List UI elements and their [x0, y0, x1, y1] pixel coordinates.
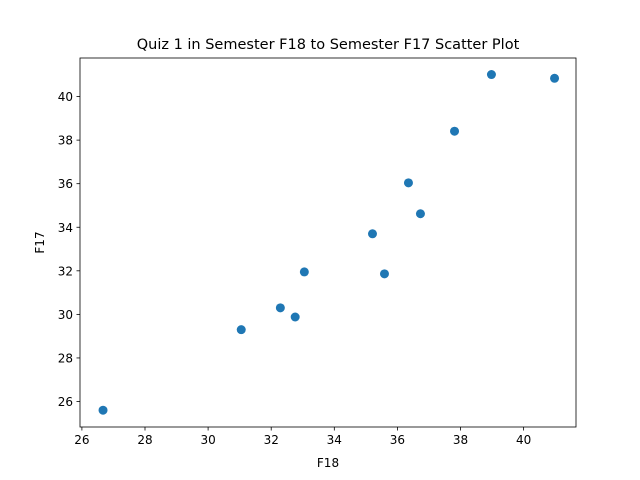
y-tick-label: 26	[58, 395, 73, 409]
x-axis-ticks: 26 28 30 32 34 36 38 40	[74, 427, 531, 447]
chart-title: Quiz 1 in Semester F18 to Semester F17 S…	[137, 37, 520, 53]
x-tick-label: 40	[516, 433, 531, 447]
data-point-5	[367, 229, 377, 239]
x-tick-label: 30	[200, 433, 215, 447]
x-tick-label: 34	[327, 433, 342, 447]
x-axis-label: F18	[317, 456, 339, 470]
plot-frame	[79, 57, 577, 428]
y-tick-label: 36	[58, 177, 73, 191]
y-tick-label: 28	[58, 351, 73, 365]
data-point-0	[98, 405, 108, 415]
y-tick-label: 40	[58, 90, 73, 104]
data-point-6	[379, 269, 389, 279]
y-tick-label: 38	[58, 134, 73, 148]
data-point-11	[550, 73, 560, 83]
x-tick-label: 32	[264, 433, 279, 447]
data-point-3	[290, 312, 300, 322]
y-axis-label: F17	[33, 231, 47, 253]
data-point-8	[415, 209, 425, 219]
data-point-4	[299, 267, 309, 277]
points-layer	[98, 70, 560, 415]
data-point-10	[486, 70, 496, 80]
y-tick-label: 30	[58, 308, 73, 322]
y-tick-label: 34	[58, 221, 73, 235]
data-point-1	[236, 325, 246, 335]
data-point-2	[275, 303, 285, 313]
y-tick-label: 32	[58, 264, 73, 278]
y-axis-ticks: 26 28 30 32 34 36 38 40	[58, 90, 80, 409]
data-point-9	[450, 126, 460, 136]
data-point-7	[403, 178, 413, 188]
x-tick-label: 28	[137, 433, 152, 447]
x-tick-label: 26	[74, 433, 89, 447]
x-tick-label: 36	[390, 433, 405, 447]
x-tick-label: 38	[453, 433, 468, 447]
